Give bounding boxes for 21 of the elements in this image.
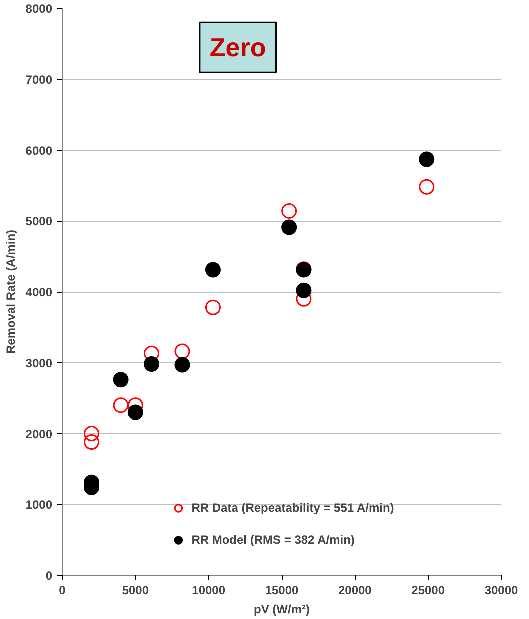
x-tick-label: 0 bbox=[59, 584, 66, 598]
legend-label: RR Model (RMS = 382 A/min) bbox=[192, 533, 355, 547]
x-tick-label: 10000 bbox=[192, 584, 226, 598]
text: Zero bbox=[210, 32, 266, 63]
y-tick-label: 6000 bbox=[26, 144, 53, 158]
y-tick-label: 5000 bbox=[26, 214, 53, 229]
y-tick-label: 1000 bbox=[26, 498, 53, 512]
legend-label: RR Data (Repeatability = 551 A/min) bbox=[192, 501, 394, 515]
x-tick-label: 25000 bbox=[412, 584, 446, 598]
y-axis-title: Removal Rate (A/min) bbox=[4, 230, 18, 354]
x-tick-label: 5000 bbox=[122, 584, 150, 598]
x-axis-title: pV (W/m²) bbox=[254, 602, 310, 616]
x-tick-label: 30000 bbox=[484, 584, 519, 598]
y-tick-label: 4000 bbox=[26, 286, 53, 300]
y-tick-label: 8000 bbox=[26, 2, 53, 16]
y-tick-label: 0 bbox=[46, 569, 53, 583]
y-tick-label: 7000 bbox=[26, 72, 53, 87]
x-tick-label: 15000 bbox=[265, 584, 300, 598]
x-tick-label: 20000 bbox=[338, 584, 372, 598]
y-tick-label: 3000 bbox=[26, 356, 53, 370]
y-tick-label: 2000 bbox=[26, 427, 53, 442]
